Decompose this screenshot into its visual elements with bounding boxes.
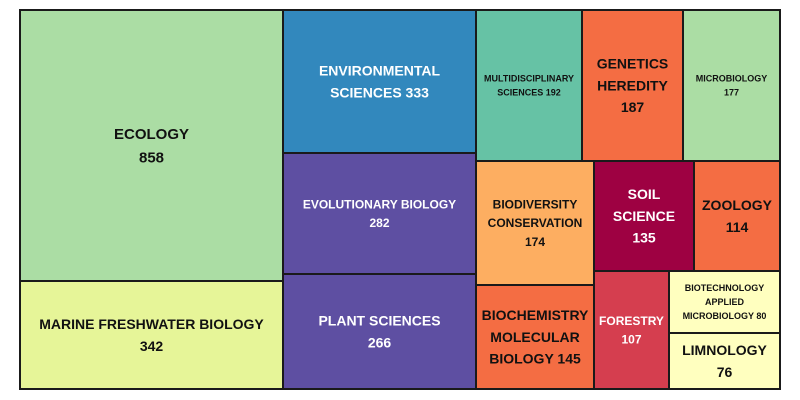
tile-label-limnology: LIMNOLOGY 76 [682, 342, 767, 380]
tile-marine-freshwater-biology: MARINE FRESHWATER BIOLOGY 342 [19, 280, 284, 390]
tile-rect-forestry [593, 270, 670, 390]
tile-rect-zoology [693, 160, 781, 272]
tile-evolutionary-biology: EVOLUTIONARY BIOLOGY 282 [282, 152, 477, 275]
tile-rect-plant-sciences [282, 273, 477, 390]
tile-label-evolutionary-biology: EVOLUTIONARY BIOLOGY 282 [303, 197, 456, 230]
tile-label-ecology: ECOLOGY 858 [114, 126, 189, 166]
tile-label-marine-freshwater-biology: MARINE FRESHWATER BIOLOGY 342 [39, 316, 264, 354]
tile-soil-science: SOIL SCIENCE 135 [593, 160, 695, 272]
tile-label-zoology: ZOOLOGY 114 [702, 197, 773, 235]
tile-plant-sciences: PLANT SCIENCES 266 [282, 273, 477, 390]
tile-rect-biochemistry-molecular-biology [475, 284, 595, 390]
tile-rect-microbiology [682, 9, 781, 162]
tile-label-biotechnology-applied-microbiology: BIOTECHNOLOGY APPLIED MICROBIOLOGY 80 [683, 283, 767, 321]
tile-biodiversity-conservation: BIODIVERSITY CONSERVATION 174 [475, 160, 595, 286]
tile-rect-biodiversity-conservation [475, 160, 595, 286]
tile-label-multidisciplinary-sciences: MULTIDISCIPLINARY SCIENCES 192 [484, 74, 574, 98]
tile-rect-evolutionary-biology [282, 152, 477, 275]
tile-biochemistry-molecular-biology: BIOCHEMISTRY MOLECULAR BIOLOGY 145 [475, 284, 595, 390]
tile-multidisciplinary-sciences: MULTIDISCIPLINARY SCIENCES 192 [475, 9, 583, 162]
tile-forestry: FORESTRY 107 [593, 270, 670, 390]
tile-label-forestry: FORESTRY 107 [599, 314, 664, 347]
tile-zoology: ZOOLOGY 114 [693, 160, 781, 272]
tile-environmental-sciences: ENVIRONMENTAL SCIENCES 333 [282, 9, 477, 154]
tile-rect-environmental-sciences [282, 9, 477, 154]
tile-label-genetics-heredity: GENETICS HEREDITY 187 [597, 56, 669, 115]
tile-limnology: LIMNOLOGY 76 [668, 332, 781, 390]
tile-label-microbiology: MICROBIOLOGY 177 [696, 74, 768, 98]
tile-genetics-heredity: GENETICS HEREDITY 187 [581, 9, 684, 162]
tile-label-soil-science: SOIL SCIENCE 135 [613, 186, 675, 245]
tile-ecology: ECOLOGY 858 [19, 9, 284, 282]
tile-rect-biotechnology-applied-microbiology [668, 270, 781, 334]
tile-label-biodiversity-conservation: BIODIVERSITY CONSERVATION 174 [488, 198, 583, 249]
tile-label-environmental-sciences: ENVIRONMENTAL SCIENCES 333 [319, 63, 441, 101]
tile-rect-multidisciplinary-sciences [475, 9, 583, 162]
tile-rect-limnology [668, 332, 781, 390]
tile-biotechnology-applied-microbiology: BIOTECHNOLOGY APPLIED MICROBIOLOGY 80 [668, 270, 781, 334]
tile-label-biochemistry-molecular-biology: BIOCHEMISTRY MOLECULAR BIOLOGY 145 [482, 307, 589, 366]
tile-rect-ecology [19, 9, 284, 282]
tile-rect-marine-freshwater-biology [19, 280, 284, 390]
tile-label-plant-sciences: PLANT SCIENCES 266 [318, 313, 440, 351]
tile-microbiology: MICROBIOLOGY 177 [682, 9, 781, 162]
